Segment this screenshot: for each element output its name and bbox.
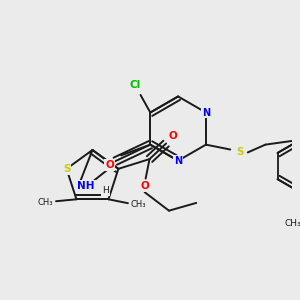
- Text: H: H: [102, 186, 109, 195]
- Text: CH₃: CH₃: [38, 198, 53, 207]
- Text: O: O: [140, 182, 149, 191]
- Text: O: O: [169, 131, 177, 141]
- Text: CH₃: CH₃: [284, 219, 300, 228]
- Text: S: S: [63, 164, 70, 174]
- Text: NH: NH: [77, 182, 95, 191]
- Text: S: S: [236, 147, 244, 158]
- Text: N: N: [174, 156, 182, 166]
- Text: Cl: Cl: [129, 80, 140, 90]
- Text: CH₃: CH₃: [131, 200, 146, 209]
- Text: N: N: [202, 107, 210, 118]
- Text: O: O: [105, 160, 114, 170]
